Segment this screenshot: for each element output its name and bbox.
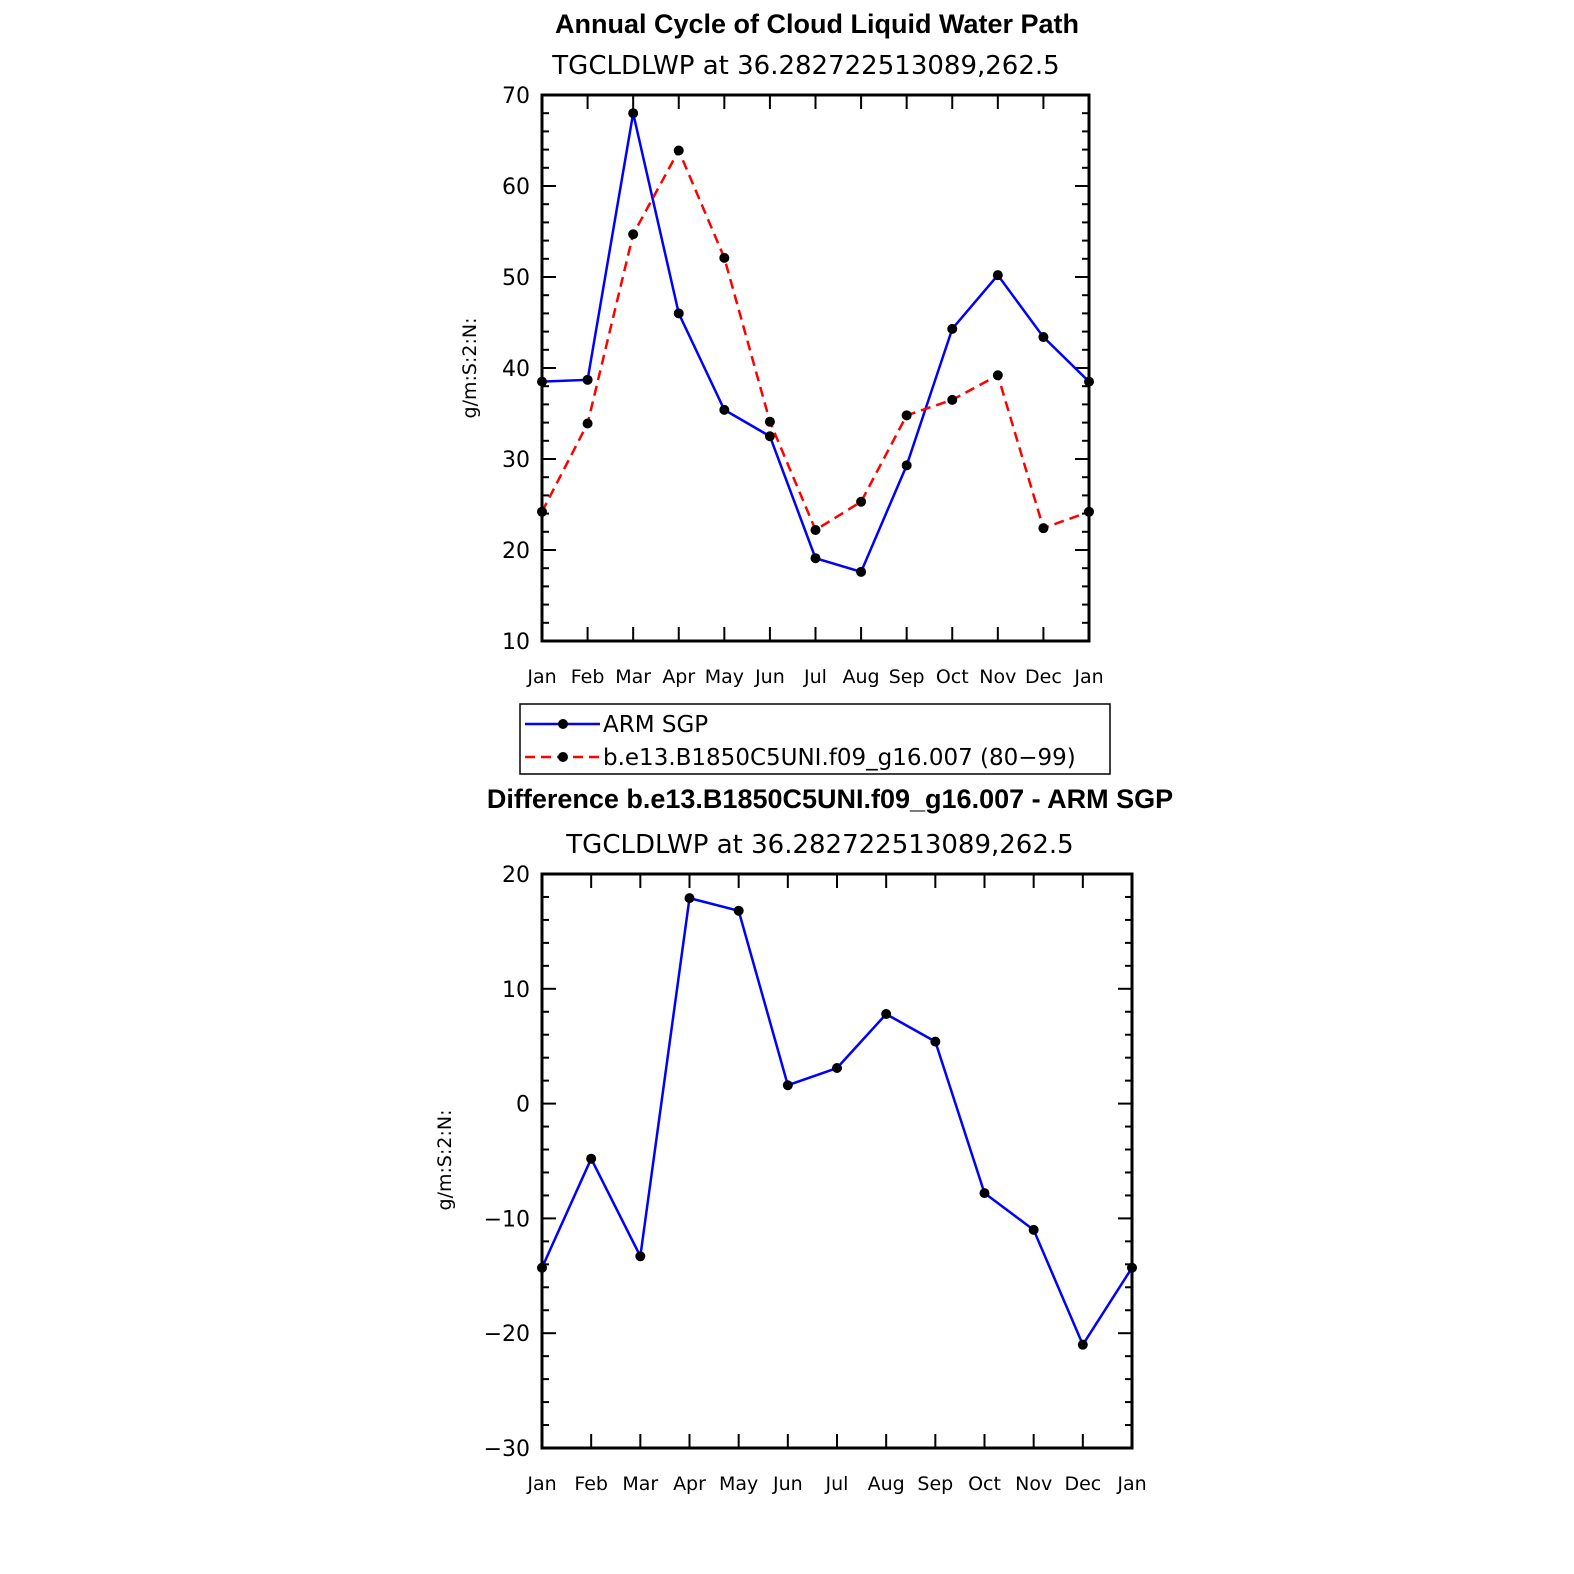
chart2-series-0-point [1077, 1339, 1088, 1350]
chart1-series-1-line [540, 147, 1090, 532]
chart1-series-0-point [719, 404, 730, 415]
chart1-xtick-label: Mar [615, 666, 651, 688]
chart1-xtick-label: Jan [1073, 666, 1103, 688]
chart2-ytick-label: −20 [484, 1322, 530, 1347]
chart2-frame [540, 872, 1134, 1450]
chart1-ytick-label: 20 [502, 539, 530, 564]
chart1-ytick-label: 10 [502, 630, 530, 655]
legend-marker-0 [558, 719, 568, 729]
chart2-xtick-label: Jan [526, 1473, 556, 1495]
chart1-series-1-point [901, 410, 912, 421]
chart1-series-0-point [582, 374, 593, 385]
chart2-series-0-point [684, 893, 695, 904]
chart1-xtick-label: Aug [843, 666, 880, 688]
chart1-plot: 10 20 30 40 50 60 70 Jan Feb Mar Apr May Jun Jul Aug Se… [502, 84, 1104, 688]
chart2-title: Difference b.e13.B1850C5UNI.f09_g16.007 … [487, 784, 1173, 814]
chart1-series-0-point [856, 566, 867, 577]
chart2-xtick-label: Sep [917, 1473, 953, 1495]
chart2-series-0-point [1127, 1262, 1137, 1273]
chart2-xtick-label: Aug [868, 1473, 905, 1495]
chart1-xtick-label: Apr [662, 666, 695, 688]
legend-marker-1 [558, 752, 568, 762]
chart1-series-1-point [537, 506, 547, 517]
chart1-ytick-label: 70 [502, 84, 530, 109]
chart1-legend: ARM SGP b.e13.B1850C5UNI.f09_g16.007 (80−… [519, 703, 1111, 775]
chart1-subtitle: TGCLDLWP at 36.282722513089,262.5 [551, 51, 1059, 81]
chart1-ytick-label: 30 [502, 448, 530, 473]
chart1-title: Annual Cycle of Cloud Liquid Water Path [555, 9, 1079, 39]
chart2-xtick-label: Jan [1116, 1473, 1146, 1495]
chart2-series-0-point [782, 1080, 793, 1091]
chart1-series-1-point [1084, 506, 1094, 517]
chart1-xtick-label: Jan [526, 666, 556, 688]
chart2-xtick-label: Feb [574, 1473, 608, 1495]
chart2-series-0-point [733, 905, 744, 916]
chart1-series-0-point [628, 108, 639, 119]
chart1-series-0-point [901, 460, 912, 471]
chart1-series-0-point [992, 270, 1003, 281]
chart2-xtick-label: Dec [1064, 1473, 1101, 1495]
legend-label-1: b.e13.B1850C5UNI.f09_g16.007 (80−99) [603, 745, 1076, 771]
chart1-xtick-label: Oct [936, 666, 969, 688]
chart2-xtick-label: Jul [825, 1473, 849, 1495]
chart1-series-0-point [810, 553, 821, 564]
chart1-series-0-line [541, 112, 1090, 574]
chart2-xtick-label: Mar [622, 1473, 658, 1495]
chart2-series-0-point [930, 1036, 941, 1047]
chart1-xtick-label: Jul [803, 666, 827, 688]
chart1-xtick-label: May [705, 666, 744, 688]
chart2-ylabel: g/m:S:2:N: [434, 1110, 456, 1211]
chart1-series-1-point [856, 496, 867, 507]
chart1-ylabel: g/m:S:2:N: [459, 318, 481, 419]
chart2-ytick-label: 10 [502, 978, 530, 1003]
chart2-xtick-label: May [719, 1473, 758, 1495]
chart1-xtick-label: Dec [1025, 666, 1062, 688]
chart1-series-1-point [947, 394, 958, 405]
chart2-series-0-point [635, 1251, 646, 1262]
chart1-series-0-point [1084, 376, 1094, 387]
legend-label-0: ARM SGP [603, 712, 708, 738]
chart1-series-1-point [764, 416, 775, 427]
chart2-xtick-label: Jun [772, 1473, 803, 1495]
chart1-xtick-label: Feb [571, 666, 605, 688]
chart1-series-1-point [673, 145, 684, 156]
chart1-series-0-point [947, 323, 958, 334]
chart2-ytick-label: 0 [516, 1093, 530, 1118]
chart1-series-0-point [537, 376, 547, 387]
chart2-series-0-point [537, 1262, 547, 1273]
chart2-subtitle: TGCLDLWP at 36.282722513089,262.5 [565, 830, 1073, 860]
chart1-xtick-label: Sep [889, 666, 925, 688]
chart2-series-0-line [540, 896, 1134, 1348]
chart2-xtick-label: Nov [1015, 1473, 1052, 1495]
chart2-series-0-point [881, 1009, 892, 1020]
chart2-xtick-label: Apr [673, 1473, 706, 1495]
chart1-series-0-point [764, 431, 775, 442]
legend-box [519, 703, 1111, 775]
chart2-xtick-label: Oct [968, 1473, 1001, 1495]
chart1-xtick-label: Jun [754, 666, 785, 688]
chart2-series-0-point [979, 1188, 990, 1199]
chart2-series-0-point [832, 1063, 842, 1074]
chart1-xtick-label: Nov [979, 666, 1016, 688]
chart1-series-1-point [992, 370, 1003, 381]
chart1-ytick-label: 50 [502, 266, 530, 291]
chart1-series-1-point [628, 229, 639, 240]
chart1-ytick-label: 40 [502, 357, 530, 382]
chart2-ytick-label: 20 [502, 863, 530, 888]
chart1-series-0-point [1038, 332, 1049, 343]
chart2-ytick-label: −10 [484, 1207, 530, 1232]
chart1-series-1-point [719, 252, 730, 263]
chart1-series-1-point [810, 524, 821, 535]
chart2-series-0-point [586, 1153, 597, 1164]
chart2-plot: −30 −20 −10 0 10 20 Jan Feb Mar Apr May Jun Jul Aug Se… [484, 863, 1147, 1495]
chart2-series-0-point [1028, 1224, 1039, 1235]
chart1-ytick-label: 60 [502, 175, 530, 200]
chart1-series-1-point [1038, 523, 1049, 534]
chart2-ytick-label: −30 [484, 1437, 530, 1462]
chart1-series-0-point [673, 308, 684, 319]
chart1-series-1-point [582, 418, 593, 429]
